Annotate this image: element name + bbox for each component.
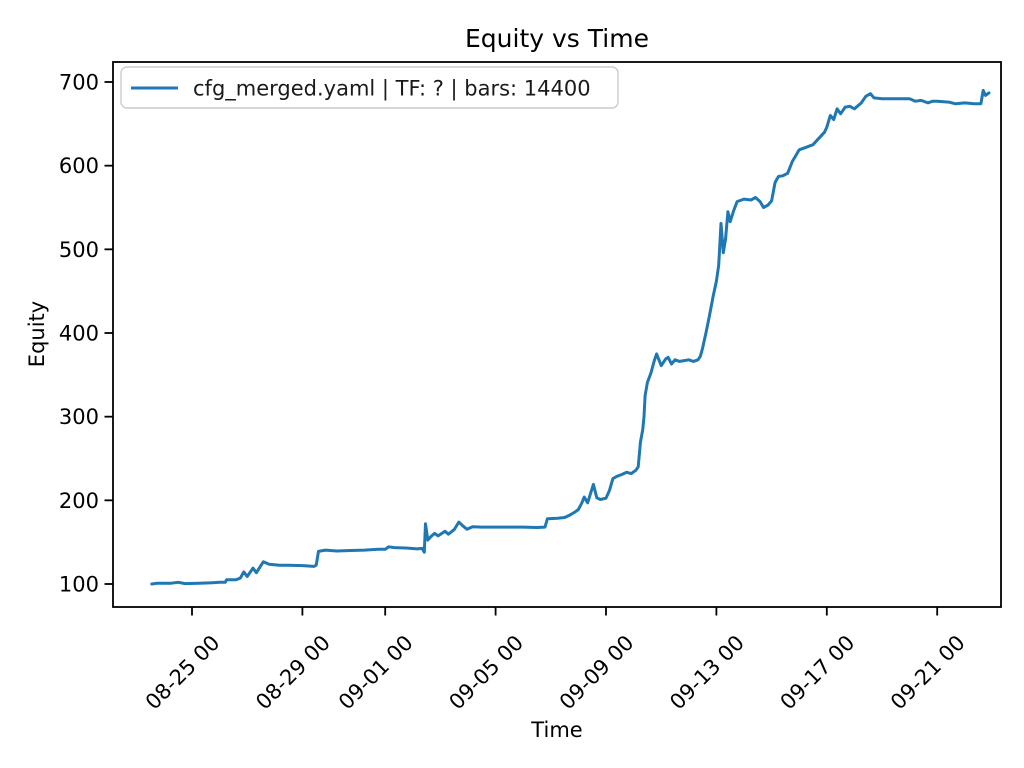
y-tick-label: 300 <box>59 405 99 429</box>
y-tick-label: 700 <box>59 70 99 94</box>
y-tick-label: 100 <box>59 573 99 597</box>
legend-box <box>120 66 619 109</box>
plot-border <box>112 61 1002 608</box>
legend: cfg_merged.yaml | TF: ? | bars: 14400 <box>120 66 619 109</box>
equity-line <box>150 88 991 586</box>
y-axis-label: Equity <box>25 301 49 367</box>
x-axis-label: Time <box>530 718 582 742</box>
y-axis-ticks: 100 200 300 400 500 600 700 <box>59 70 113 597</box>
chart-title: Equity vs Time <box>465 24 649 53</box>
y-tick-label: 400 <box>59 321 99 345</box>
y-tick-label: 200 <box>59 489 99 513</box>
y-tick-label: 500 <box>59 238 99 262</box>
legend-label: cfg_merged.yaml | TF: ? | bars: 14400 <box>193 77 591 102</box>
y-tick-label: 600 <box>59 154 99 178</box>
